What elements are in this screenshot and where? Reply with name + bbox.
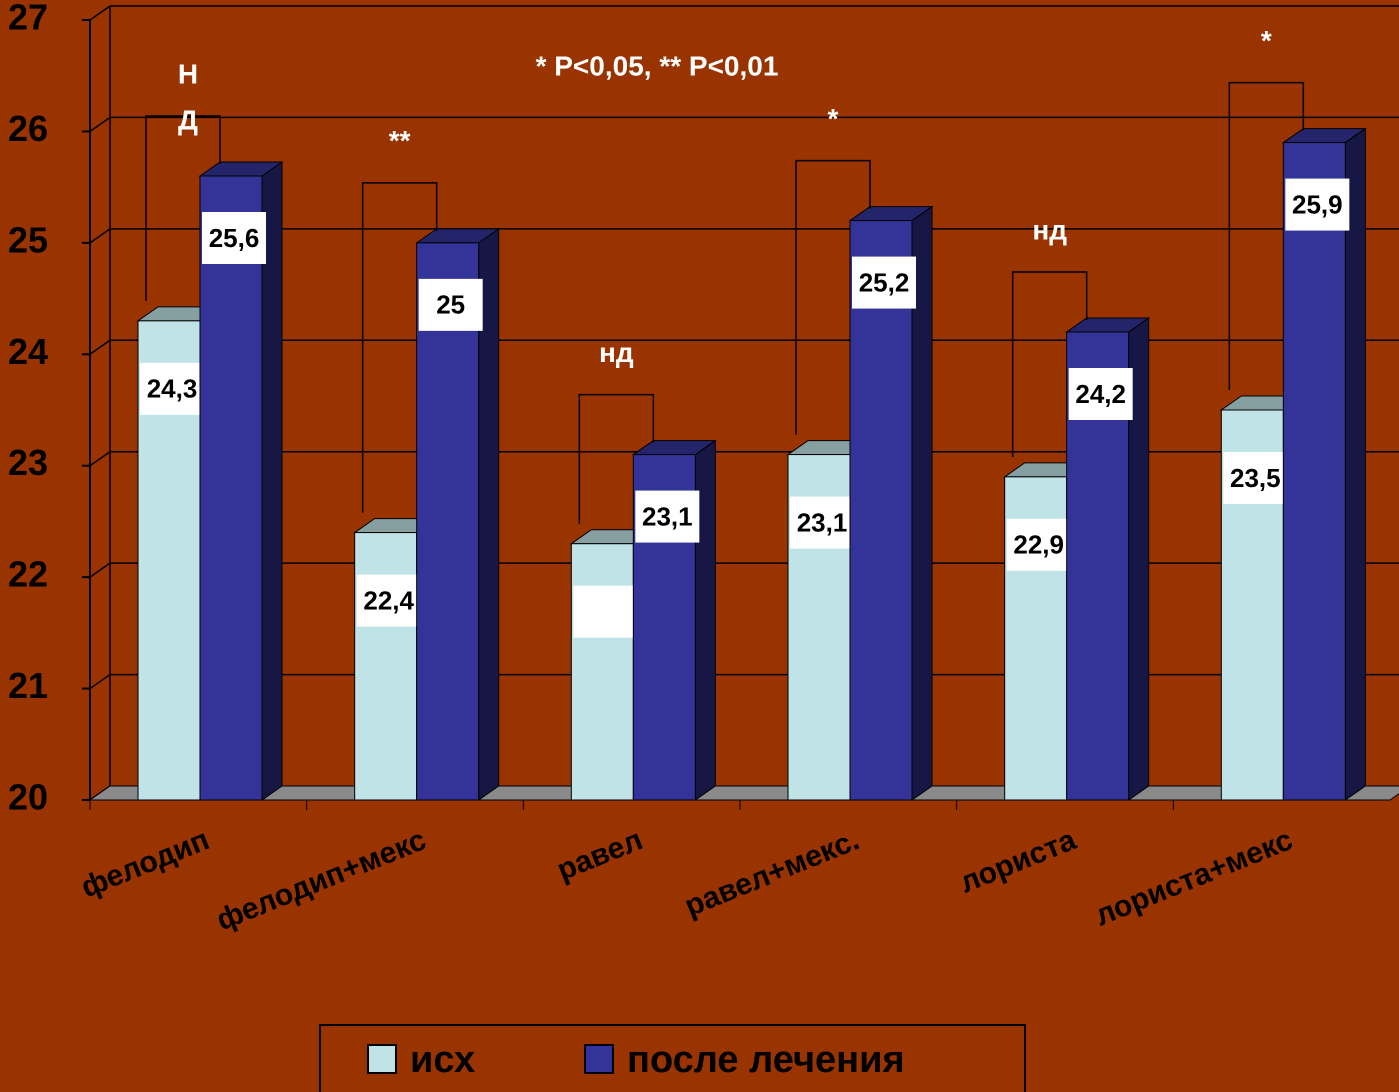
significance-label: нд bbox=[1032, 214, 1067, 245]
bar bbox=[199, 175, 263, 801]
value-label: 23,1 bbox=[642, 501, 693, 531]
value-label: 25,9 bbox=[1292, 189, 1343, 219]
significance-label: * bbox=[828, 103, 839, 134]
value-label: 25 bbox=[436, 290, 465, 320]
y-tick-label: 24 bbox=[8, 331, 48, 372]
tick-diag bbox=[89, 116, 111, 133]
legend-label: исх bbox=[410, 1039, 475, 1081]
x-tick-label: лориста+мекс bbox=[1091, 823, 1298, 932]
tick-diag bbox=[89, 5, 111, 21]
bracket bbox=[795, 159, 871, 435]
bar bbox=[354, 532, 418, 801]
bracket bbox=[1228, 81, 1305, 390]
significance-label: * bbox=[1261, 25, 1272, 56]
value-label-box bbox=[418, 278, 483, 331]
x-tick-label: равел+мекс. bbox=[680, 823, 864, 923]
legend-swatch bbox=[584, 1044, 614, 1074]
value-label: 25,2 bbox=[859, 267, 910, 297]
value-label: 22,9 bbox=[1013, 530, 1064, 560]
y-tick-label: 25 bbox=[8, 219, 48, 260]
value-label: 22,4 bbox=[363, 585, 414, 615]
value-label-box bbox=[140, 362, 204, 415]
value-label-box bbox=[356, 574, 421, 627]
significance-label: Д bbox=[178, 104, 198, 135]
tick-diag bbox=[89, 228, 111, 244]
floor bbox=[88, 785, 1399, 801]
y-tick-label: 22 bbox=[8, 554, 48, 595]
legend-box bbox=[319, 1024, 1026, 1092]
value-label: 25,6 bbox=[209, 223, 260, 253]
value-label: 23,1 bbox=[797, 507, 848, 537]
tick-diag bbox=[89, 451, 111, 467]
legend-label: после лечения bbox=[627, 1039, 905, 1081]
value-label-box bbox=[573, 585, 638, 638]
bar bbox=[849, 220, 913, 801]
legend-swatch bbox=[367, 1044, 397, 1074]
bracket bbox=[145, 115, 221, 301]
bar bbox=[1282, 142, 1346, 801]
y-tick-label: 21 bbox=[8, 665, 48, 706]
x-tick-label: лориста bbox=[955, 823, 1081, 899]
significance-label: Н bbox=[178, 58, 198, 89]
x-tick-label: фелодип bbox=[77, 823, 214, 904]
value-label-box bbox=[202, 212, 266, 264]
significance-label: нд bbox=[599, 337, 634, 368]
note: * P<0,05, ** P<0,01 bbox=[536, 50, 779, 81]
value-label: 23,5 bbox=[1230, 463, 1281, 493]
y-tick-label: 23 bbox=[8, 442, 48, 483]
tick-diag bbox=[89, 339, 111, 355]
y-tick-label: 26 bbox=[8, 108, 48, 149]
tick-diag bbox=[89, 562, 111, 578]
x-tick-label: фелодип+мекс bbox=[212, 823, 431, 937]
value-label-box bbox=[852, 256, 916, 309]
bracket bbox=[361, 182, 438, 513]
bar bbox=[416, 242, 480, 801]
value-label-box bbox=[790, 496, 854, 549]
value-label-box bbox=[1223, 452, 1288, 504]
value-label-box bbox=[1285, 178, 1350, 231]
value-label-box bbox=[635, 490, 700, 543]
value-label: 24,3 bbox=[147, 374, 198, 404]
bracket bbox=[578, 393, 655, 524]
value-label-box bbox=[1006, 518, 1071, 571]
bracket bbox=[1011, 271, 1088, 457]
value-label-box bbox=[1068, 368, 1133, 420]
x-tick-label: равел bbox=[553, 823, 648, 887]
y-tick-label: 20 bbox=[8, 777, 48, 818]
significance-label: ** bbox=[389, 125, 411, 156]
tick-diag bbox=[89, 673, 111, 690]
y-tick-label: 27 bbox=[8, 0, 48, 38]
value-label: 24,2 bbox=[1075, 379, 1126, 409]
bar bbox=[570, 543, 634, 801]
